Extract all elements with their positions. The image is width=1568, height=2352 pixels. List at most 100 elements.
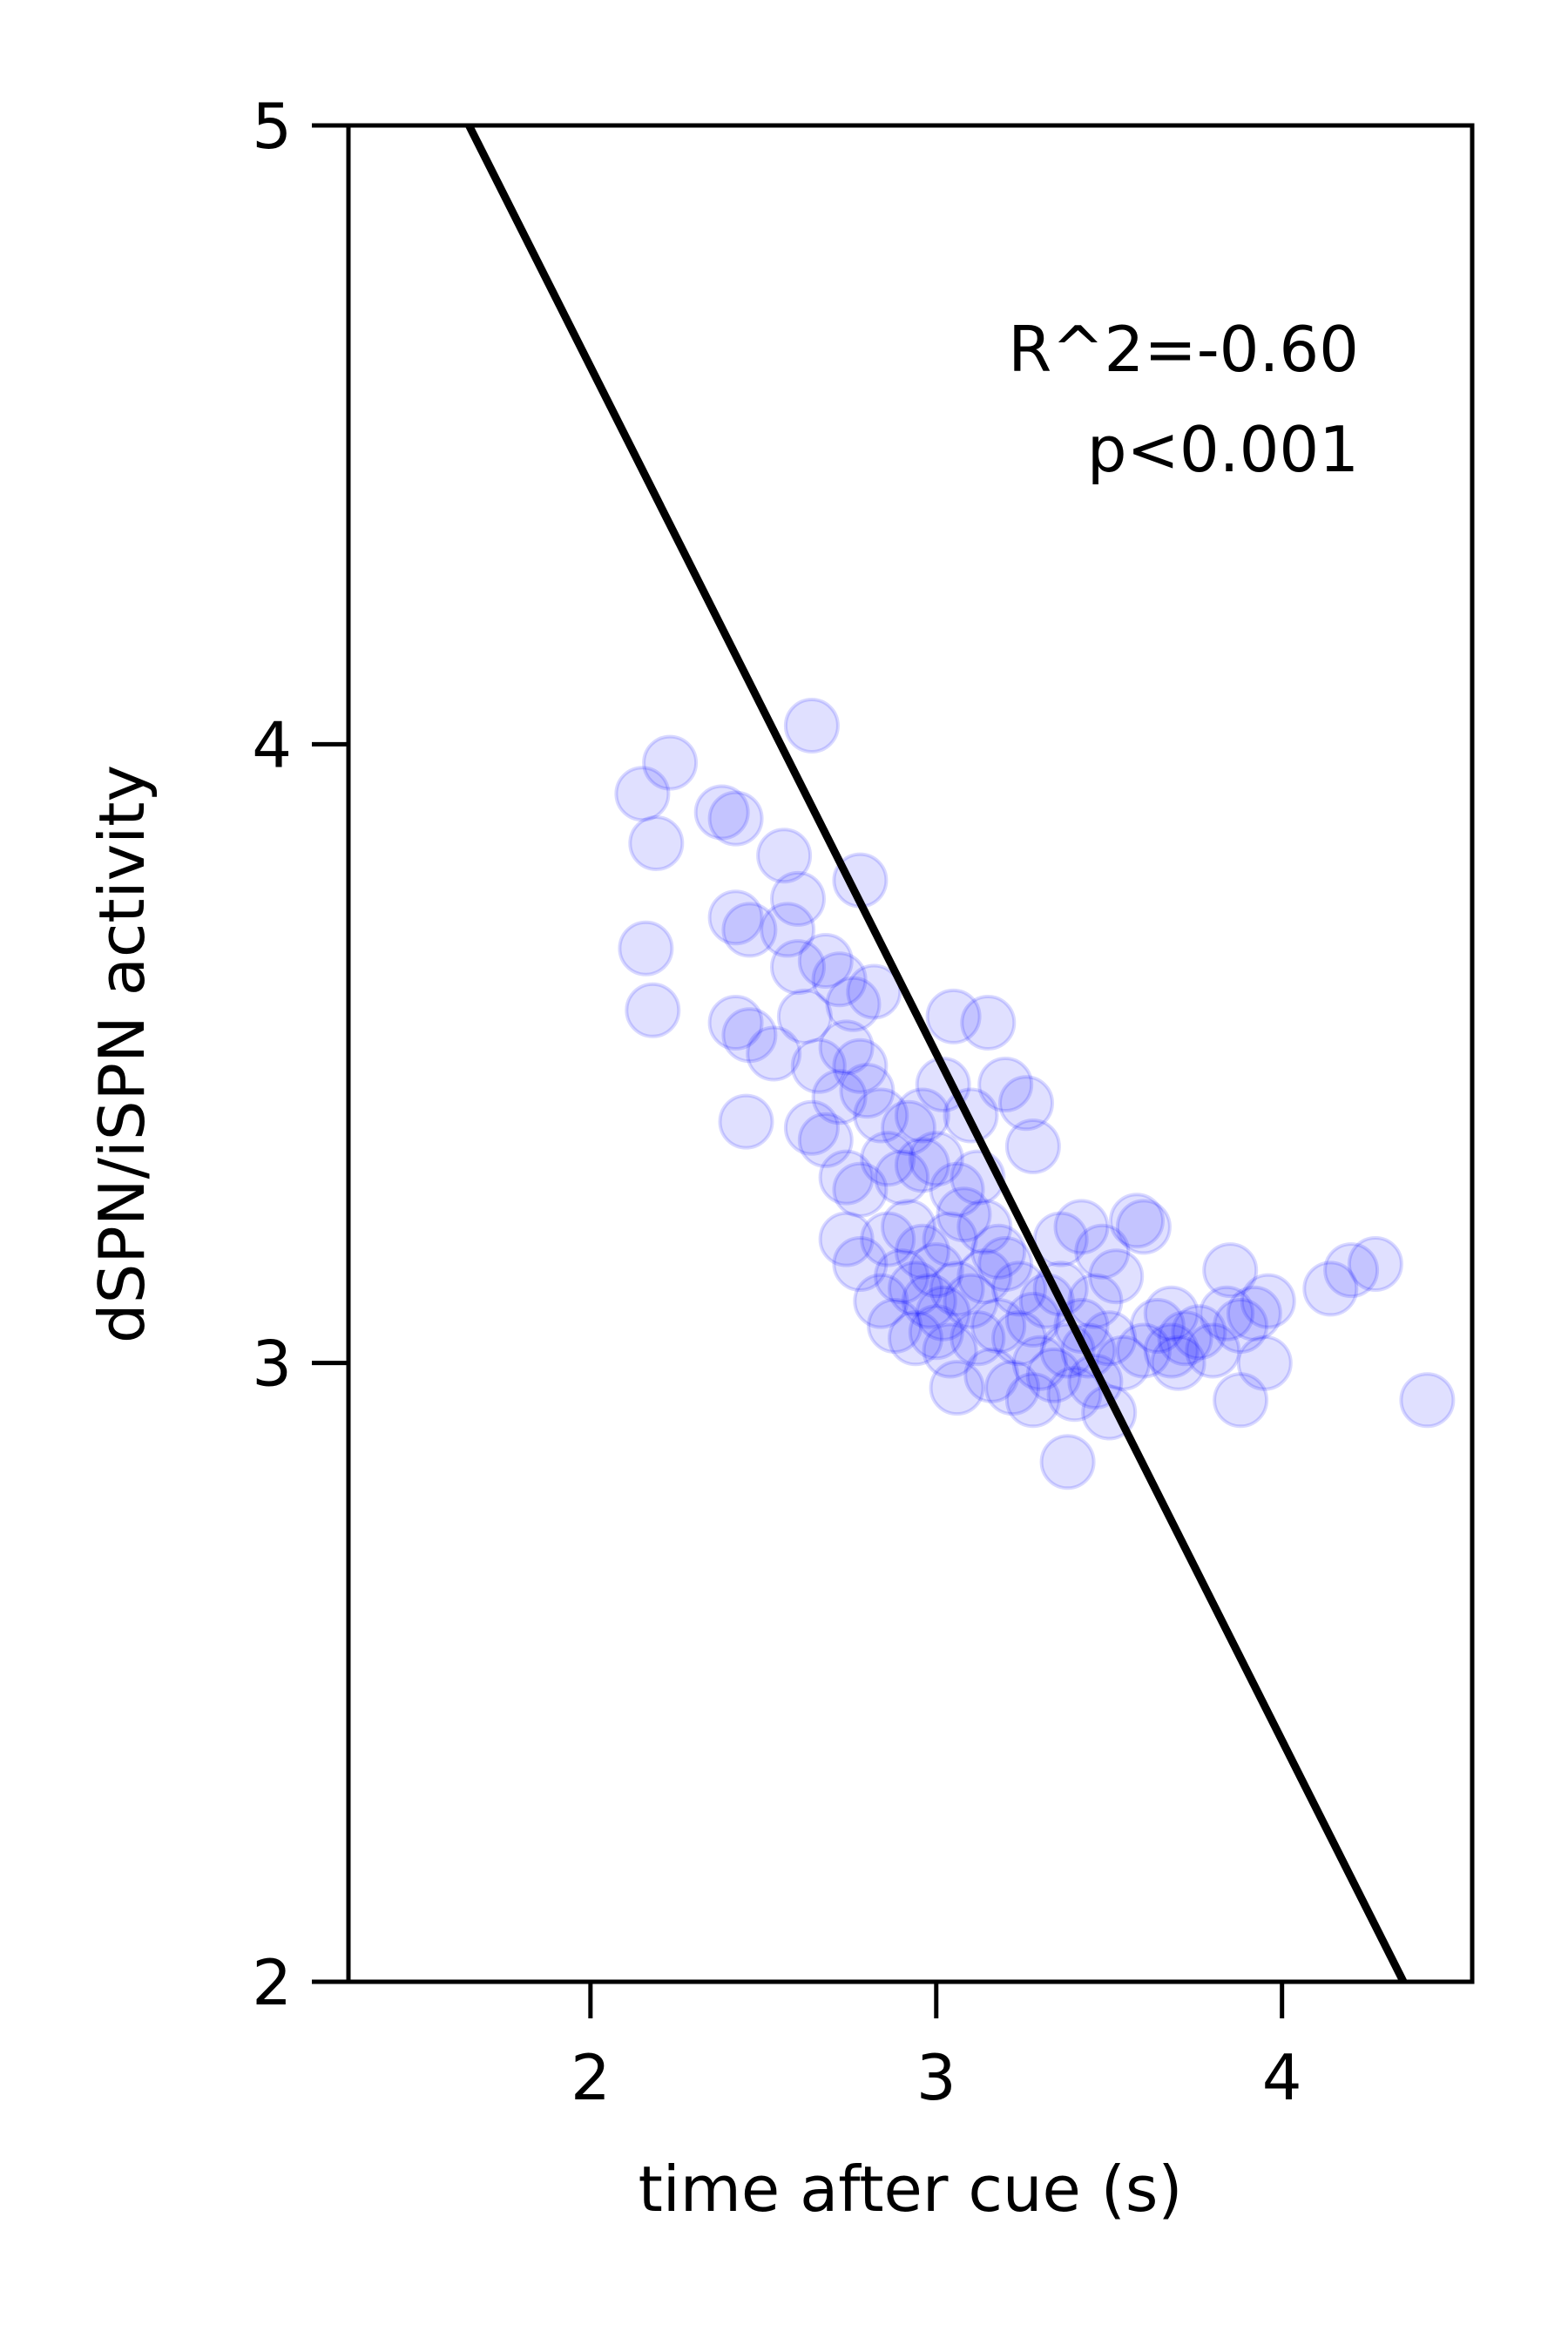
data-point (922, 1322, 978, 1379)
data-point (977, 1236, 1034, 1292)
data-point (790, 1037, 847, 1094)
data-point (991, 1260, 1047, 1317)
data-point (860, 1211, 916, 1267)
data-point (1347, 1236, 1403, 1292)
data-point (1046, 1366, 1103, 1423)
data-point (956, 1248, 1013, 1305)
data-point (1074, 1223, 1131, 1280)
data-point (1157, 1310, 1213, 1367)
data-point (832, 1037, 889, 1094)
data-point (1226, 1285, 1282, 1342)
data-point (1143, 1322, 1200, 1379)
data-point (1202, 1242, 1259, 1299)
data-point (721, 902, 778, 958)
y-tick-label: 4 (252, 708, 292, 781)
data-point (998, 1075, 1054, 1132)
data-point (1213, 1298, 1269, 1354)
data-point (770, 870, 826, 927)
data-point (614, 766, 671, 822)
data-point (1109, 1193, 1165, 1249)
data-point (756, 828, 813, 884)
data-point (1115, 1199, 1172, 1255)
data-point (746, 1025, 802, 1082)
data-point (625, 982, 681, 1038)
data-point (1011, 1335, 1068, 1391)
data-point (1039, 1434, 1096, 1490)
data-point (1053, 1199, 1110, 1255)
data-point (936, 1186, 992, 1243)
data-point (1213, 1372, 1269, 1429)
data-point (950, 1310, 1006, 1367)
data-point (888, 1260, 943, 1317)
data-point (925, 988, 982, 1044)
data-point (1240, 1273, 1296, 1329)
data-point (642, 734, 699, 791)
data-point (929, 1360, 985, 1416)
data-point (1095, 1335, 1152, 1391)
y-tick-label: 2 (252, 1946, 292, 2019)
regression-line (464, 125, 1409, 1982)
data-point (1004, 1372, 1061, 1429)
y-axis-label: dSPN/iSPN activity (85, 765, 159, 1343)
data-point (618, 920, 674, 977)
data-point (797, 1112, 854, 1168)
data-point (707, 790, 764, 847)
data-point (894, 1137, 950, 1193)
data-point (901, 1273, 957, 1329)
data-point (956, 1199, 1013, 1255)
data-point (693, 784, 750, 841)
data-point (1236, 1335, 1293, 1391)
data-point (1088, 1248, 1145, 1305)
data-point (1399, 1372, 1456, 1429)
data-point (760, 902, 816, 958)
data-point (721, 1007, 778, 1064)
y-tick-label: 3 (252, 1328, 292, 1401)
data-point (963, 1347, 1020, 1403)
data-point (1004, 1291, 1061, 1348)
data-point (1129, 1298, 1186, 1354)
data-point (1143, 1285, 1200, 1342)
data-point (818, 1149, 875, 1206)
data-point (894, 1223, 950, 1280)
data-point (960, 995, 1017, 1051)
data-point (860, 1131, 916, 1187)
data-point (929, 1260, 985, 1317)
data-point (881, 1099, 936, 1156)
data-point (874, 1149, 930, 1206)
data-point (970, 1298, 1027, 1354)
x-tick-label: 2 (571, 2041, 611, 2114)
y-tick-label: 5 (252, 90, 292, 163)
data-point (1067, 1273, 1124, 1329)
data-point (811, 1069, 868, 1125)
data-point (718, 1093, 774, 1150)
data-point (825, 976, 882, 1032)
data-point (783, 698, 840, 754)
data-point (707, 995, 764, 1051)
data-point (1025, 1347, 1082, 1403)
data-point (970, 1223, 1027, 1280)
data-point (839, 1063, 896, 1119)
data-point (707, 889, 764, 946)
data-point (853, 1273, 909, 1329)
data-point (853, 1087, 909, 1144)
r-squared-annotation: R^2=-0.60 (1008, 313, 1359, 386)
data-point (776, 988, 833, 1044)
y-axis-ticks: 2 3 4 5 (252, 90, 348, 2019)
data-point (628, 815, 685, 871)
data-point (770, 939, 826, 996)
data-point (1115, 1322, 1172, 1379)
data-point (915, 1285, 971, 1342)
data-point (908, 1304, 964, 1361)
data-point (1302, 1260, 1359, 1317)
data-point (1171, 1304, 1227, 1361)
data-point (867, 1298, 923, 1354)
data-point (908, 1131, 964, 1187)
data-point (783, 1099, 840, 1156)
scatter-points (614, 698, 1456, 1490)
data-point (1199, 1285, 1255, 1342)
p-value-annotation: p<0.001 (1087, 413, 1359, 486)
data-point (832, 1236, 889, 1292)
data-point (1032, 1211, 1089, 1267)
